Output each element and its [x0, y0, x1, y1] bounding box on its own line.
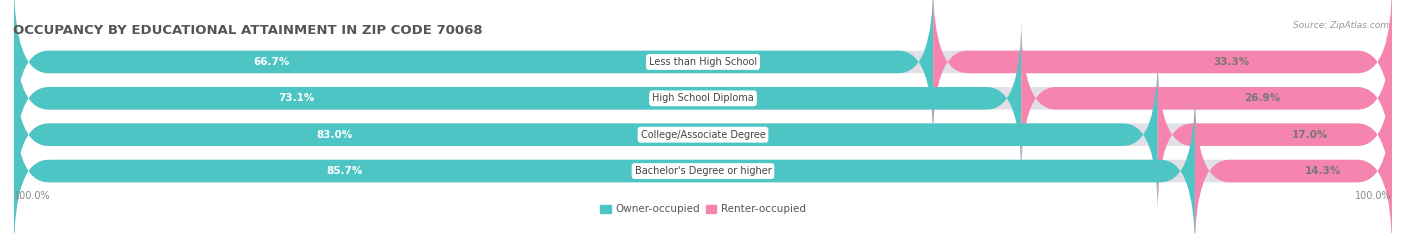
FancyBboxPatch shape [14, 91, 1392, 233]
FancyBboxPatch shape [14, 0, 934, 142]
Text: College/Associate Degree: College/Associate Degree [641, 130, 765, 140]
FancyBboxPatch shape [934, 0, 1392, 142]
FancyBboxPatch shape [14, 19, 1021, 178]
Text: 14.3%: 14.3% [1305, 166, 1341, 176]
Text: 73.1%: 73.1% [278, 93, 315, 103]
FancyBboxPatch shape [14, 19, 1392, 178]
Text: 100.0%: 100.0% [1355, 191, 1392, 201]
Text: 26.9%: 26.9% [1244, 93, 1281, 103]
Text: 85.7%: 85.7% [326, 166, 363, 176]
FancyBboxPatch shape [14, 55, 1392, 214]
FancyBboxPatch shape [1021, 19, 1392, 178]
Text: 83.0%: 83.0% [316, 130, 353, 140]
Text: Less than High School: Less than High School [650, 57, 756, 67]
FancyBboxPatch shape [1157, 55, 1392, 214]
Legend: Owner-occupied, Renter-occupied: Owner-occupied, Renter-occupied [596, 200, 810, 219]
Text: High School Diploma: High School Diploma [652, 93, 754, 103]
Text: 100.0%: 100.0% [14, 191, 51, 201]
Text: 17.0%: 17.0% [1292, 130, 1329, 140]
FancyBboxPatch shape [14, 55, 1157, 214]
Text: Source: ZipAtlas.com: Source: ZipAtlas.com [1294, 21, 1389, 30]
FancyBboxPatch shape [1195, 91, 1392, 233]
Text: 66.7%: 66.7% [253, 57, 290, 67]
Text: OCCUPANCY BY EDUCATIONAL ATTAINMENT IN ZIP CODE 70068: OCCUPANCY BY EDUCATIONAL ATTAINMENT IN Z… [13, 24, 482, 37]
Text: 33.3%: 33.3% [1213, 57, 1250, 67]
FancyBboxPatch shape [14, 0, 1392, 142]
FancyBboxPatch shape [14, 91, 1195, 233]
Text: Bachelor's Degree or higher: Bachelor's Degree or higher [634, 166, 772, 176]
